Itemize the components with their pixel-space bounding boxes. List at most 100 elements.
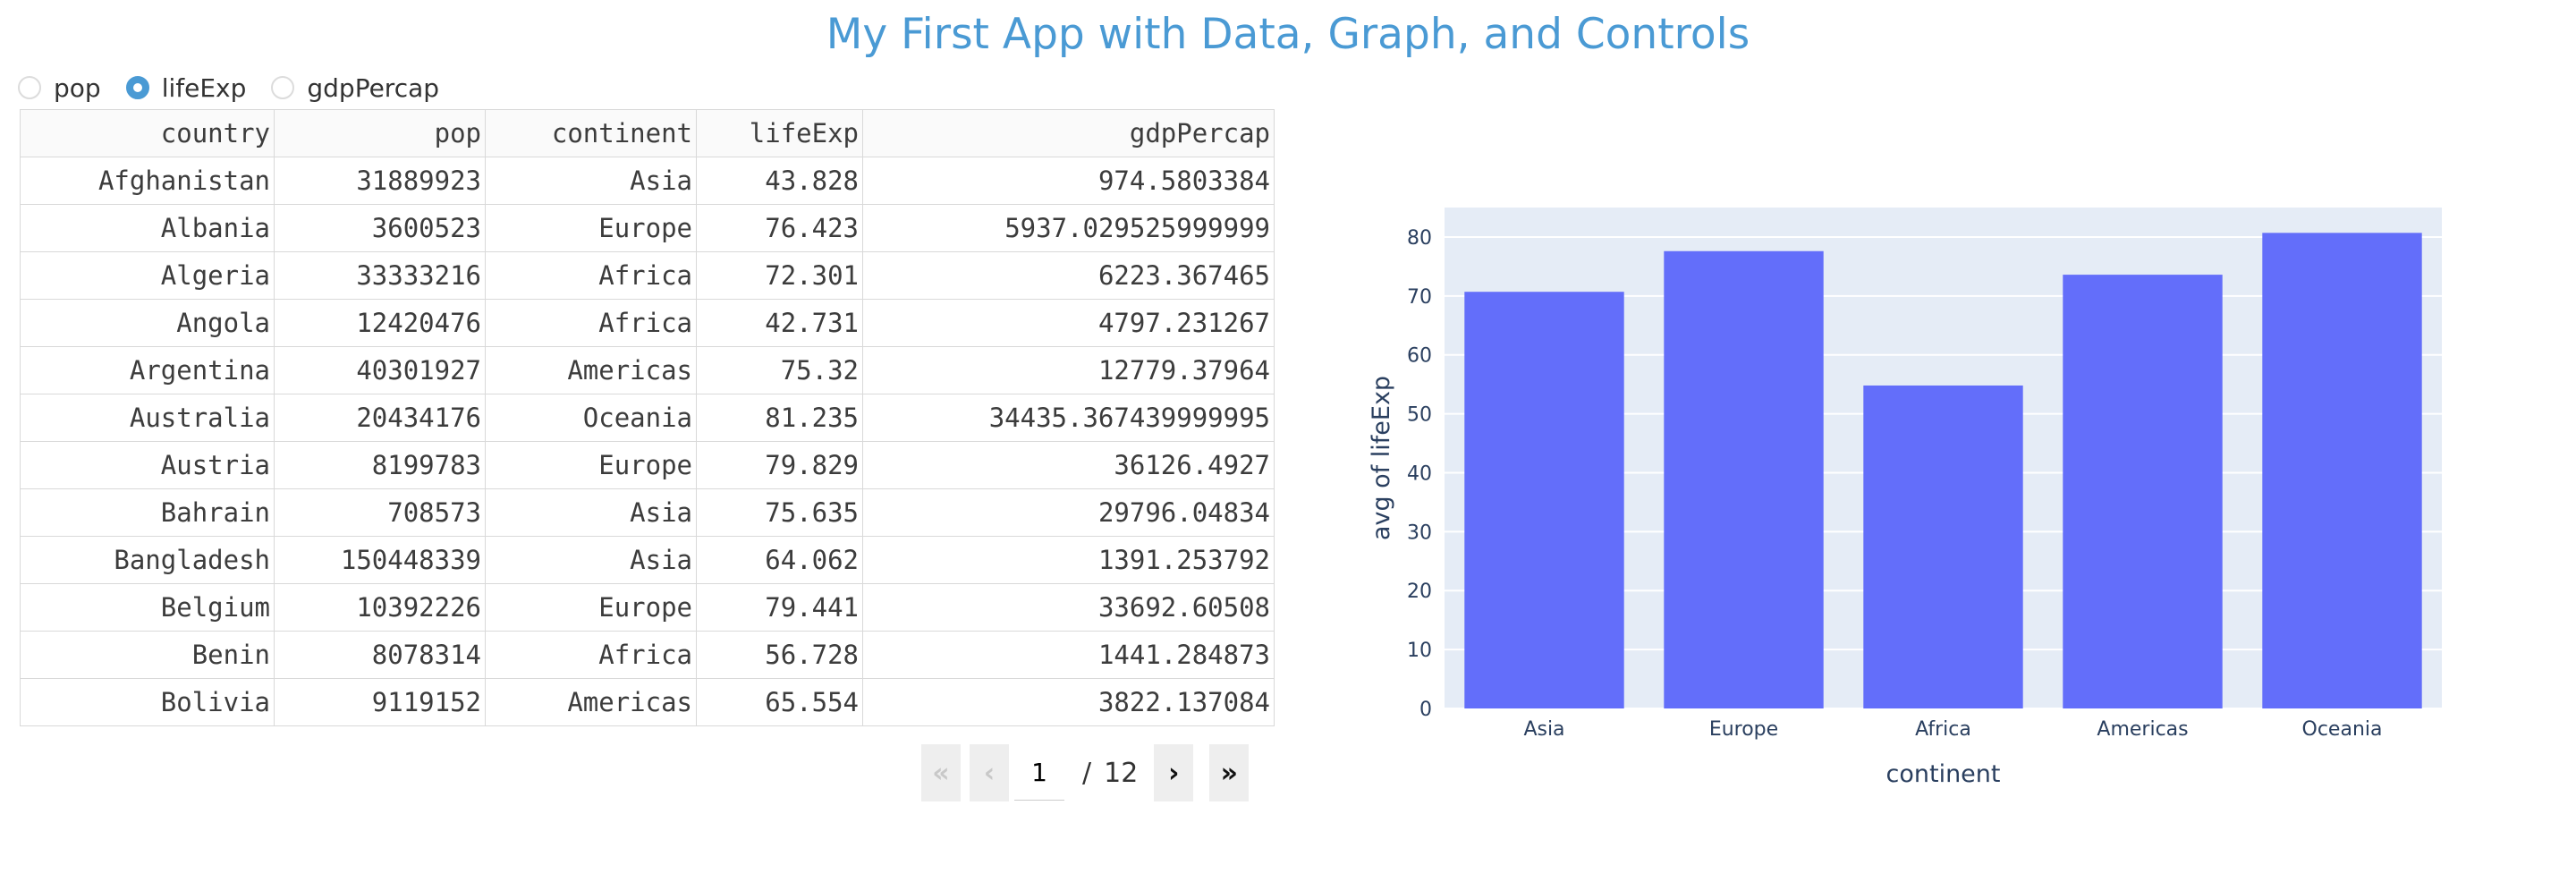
table-cell-country[interactable]: Argentina xyxy=(20,346,275,394)
lifeexp-bar-chart: 0 10 20 30 40 50 60 70 80 Asia Europe Africa America… xyxy=(1368,208,2442,788)
table-cell-pop[interactable]: 20434176 xyxy=(274,394,486,442)
column-header-continent[interactable]: continent xyxy=(485,109,697,157)
y-tick-label: 80 xyxy=(1407,227,1432,250)
table-cell-country[interactable]: Australia xyxy=(20,394,275,442)
y-tick-label: 60 xyxy=(1407,345,1432,368)
table-cell-country[interactable]: Bangladesh xyxy=(20,536,275,584)
table-row: Bangladesh 150448339 Asia 64.062 1391.253792 xyxy=(20,536,1275,584)
table-cell-lifeExp[interactable]: 56.728 xyxy=(696,631,863,679)
table-cell-continent[interactable]: Africa xyxy=(485,299,697,347)
table-cell-continent[interactable]: Asia xyxy=(485,536,697,584)
table-cell-pop[interactable]: 150448339 xyxy=(274,536,486,584)
table-cell-gdpPercap[interactable]: 6223.367465 xyxy=(862,251,1275,300)
table-cell-gdpPercap[interactable]: 33692.60508 xyxy=(862,583,1275,632)
bar-europe xyxy=(1664,250,1824,708)
table-cell-gdpPercap[interactable]: 1391.253792 xyxy=(862,536,1275,584)
table-cell-gdpPercap[interactable]: 4797.231267 xyxy=(862,299,1275,347)
x-tick-label: Asia xyxy=(1523,718,1564,741)
table-cell-continent[interactable]: Americas xyxy=(485,346,697,394)
radio-label: gdpPercap xyxy=(307,72,440,103)
radio-option-lifeExp[interactable]: lifeExp xyxy=(125,73,246,103)
table-cell-country[interactable]: Benin xyxy=(20,631,275,679)
table-cell-gdpPercap[interactable]: 5937.029525999999 xyxy=(862,204,1275,252)
radio-circle-icon[interactable] xyxy=(271,76,295,99)
table-cell-pop[interactable]: 40301927 xyxy=(274,346,486,394)
x-tick-label: Africa xyxy=(1915,718,1971,741)
table-cell-pop[interactable]: 10392226 xyxy=(274,583,486,632)
last-page-button[interactable]: » xyxy=(1209,744,1250,801)
table-cell-country[interactable]: Albania xyxy=(20,204,275,252)
table-cell-lifeExp[interactable]: 43.828 xyxy=(696,157,863,205)
table-row: Bolivia 9119152 Americas 65.554 3822.137084 xyxy=(20,678,1275,726)
table-cell-continent[interactable]: Asia xyxy=(485,488,697,537)
table-cell-continent[interactable]: Europe xyxy=(485,583,697,632)
table-cell-lifeExp[interactable]: 75.635 xyxy=(696,488,863,537)
table-cell-lifeExp[interactable]: 76.423 xyxy=(696,204,863,252)
table-cell-continent[interactable]: Europe xyxy=(485,441,697,489)
table-row: Bahrain 708573 Asia 75.635 29796.04834 xyxy=(20,488,1275,537)
table-cell-gdpPercap[interactable]: 29796.04834 xyxy=(862,488,1275,537)
table-cell-gdpPercap[interactable]: 974.5803384 xyxy=(862,157,1275,205)
table-cell-continent[interactable]: Europe xyxy=(485,204,697,252)
table-row: Belgium 10392226 Europe 79.441 33692.60508 xyxy=(20,583,1275,632)
table-cell-pop[interactable]: 708573 xyxy=(274,488,486,537)
table-cell-pop[interactable]: 9119152 xyxy=(274,678,486,726)
table-cell-gdpPercap[interactable]: 1441.284873 xyxy=(862,631,1275,679)
table-cell-pop[interactable]: 33333216 xyxy=(274,251,486,300)
table-cell-pop[interactable]: 8078314 xyxy=(274,631,486,679)
column-header-lifeExp[interactable]: lifeExp xyxy=(696,109,863,157)
table-cell-lifeExp[interactable]: 81.235 xyxy=(696,394,863,442)
table-cell-lifeExp[interactable]: 75.32 xyxy=(696,346,863,394)
page-number-input[interactable] xyxy=(1014,745,1064,801)
page-count: 12 xyxy=(1104,757,1139,789)
table-cell-lifeExp[interactable]: 79.441 xyxy=(696,583,863,632)
table-cell-country[interactable]: Angola xyxy=(20,299,275,347)
table-row: Benin 8078314 Africa 56.728 1441.284873 xyxy=(20,631,1275,679)
table-cell-pop[interactable]: 3600523 xyxy=(274,204,486,252)
table-cell-continent[interactable]: Africa xyxy=(485,251,697,300)
next-page-button[interactable]: › xyxy=(1154,744,1194,801)
table-cell-continent[interactable]: Oceania xyxy=(485,394,697,442)
y-tick-label: 10 xyxy=(1407,640,1432,662)
table-cell-country[interactable]: Algeria xyxy=(20,251,275,300)
radio-circle-icon[interactable] xyxy=(18,76,41,99)
radio-option-gdpPercap[interactable]: gdpPercap xyxy=(271,73,439,103)
radio-circle-icon[interactable] xyxy=(125,76,149,99)
table-cell-country[interactable]: Austria xyxy=(20,441,275,489)
table-cell-lifeExp[interactable]: 72.301 xyxy=(696,251,863,300)
table-cell-continent[interactable]: Americas xyxy=(485,678,697,726)
table-row: Argentina 40301927 Americas 75.32 12779.3796… xyxy=(20,346,1275,394)
table-cell-continent[interactable]: Africa xyxy=(485,631,697,679)
table-cell-country[interactable]: Afghanistan xyxy=(20,157,275,205)
table-cell-country[interactable]: Bahrain xyxy=(20,488,275,537)
table-cell-gdpPercap[interactable]: 34435.367439999995 xyxy=(862,394,1275,442)
column-header-pop[interactable]: pop xyxy=(274,109,486,157)
column-header-country[interactable]: country xyxy=(20,109,275,157)
table-cell-continent[interactable]: Asia xyxy=(485,157,697,205)
bar-oceania xyxy=(2262,233,2422,708)
first-page-button[interactable]: « xyxy=(921,744,961,801)
table-cell-pop[interactable]: 12420476 xyxy=(274,299,486,347)
table-row: Afghanistan 31889923 Asia 43.828 974.5803384 xyxy=(20,157,1275,205)
table-cell-pop[interactable]: 31889923 xyxy=(274,157,486,205)
table-row: Algeria 33333216 Africa 72.301 6223.367465 xyxy=(20,251,1275,300)
radio-label: pop xyxy=(54,72,101,103)
table-cell-gdpPercap[interactable]: 3822.137084 xyxy=(862,678,1275,726)
column-header-gdpPercap[interactable]: gdpPercap xyxy=(862,109,1275,157)
data-table: country pop continent lifeExp gdpPercap Afgh… xyxy=(20,109,1275,726)
previous-page-button[interactable]: ‹ xyxy=(970,744,1009,801)
table-cell-lifeExp[interactable]: 65.554 xyxy=(696,678,863,726)
radio-option-pop[interactable]: pop xyxy=(18,73,101,103)
table-cell-gdpPercap[interactable]: 12779.37964 xyxy=(862,346,1275,394)
y-tick-label: 30 xyxy=(1407,522,1432,544)
table-cell-lifeExp[interactable]: 79.829 xyxy=(696,441,863,489)
table-cell-country[interactable]: Belgium xyxy=(20,583,275,632)
bar-asia xyxy=(1464,292,1624,708)
table-cell-lifeExp[interactable]: 42.731 xyxy=(696,299,863,347)
table-cell-lifeExp[interactable]: 64.062 xyxy=(696,536,863,584)
table-cell-gdpPercap[interactable]: 36126.4927 xyxy=(862,441,1275,489)
x-axis-title: continent xyxy=(1886,760,2001,788)
table-cell-pop[interactable]: 8199783 xyxy=(274,441,486,489)
table-cell-country[interactable]: Bolivia xyxy=(20,678,275,726)
x-tick-label: Europe xyxy=(1709,718,1778,741)
